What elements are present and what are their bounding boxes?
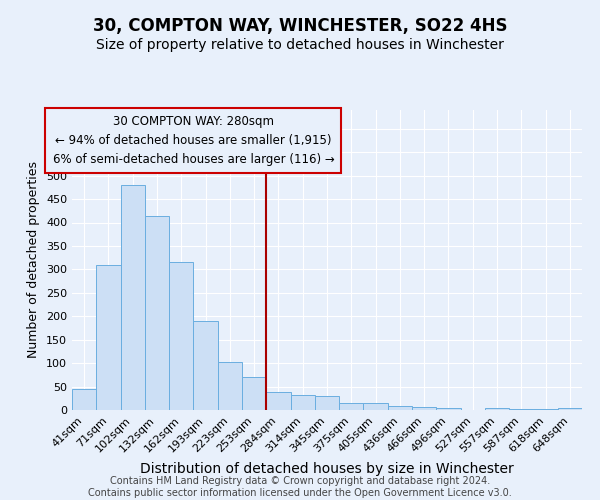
Bar [121, 185, 145, 410]
Bar [242, 377, 266, 410]
Bar [218, 362, 242, 410]
Bar [169, 262, 193, 410]
Bar [558, 408, 582, 410]
Bar [266, 392, 290, 410]
Bar [193, 321, 218, 410]
Bar [364, 404, 388, 410]
Bar [96, 264, 121, 410]
Bar [388, 406, 412, 410]
Bar [412, 407, 436, 410]
X-axis label: Distribution of detached houses by size in Winchester: Distribution of detached houses by size … [140, 462, 514, 476]
Bar [315, 396, 339, 410]
Text: 30 COMPTON WAY: 280sqm
← 94% of detached houses are smaller (1,915)
6% of semi-d: 30 COMPTON WAY: 280sqm ← 94% of detached… [53, 115, 334, 166]
Bar [339, 404, 364, 410]
Bar [509, 408, 533, 410]
Y-axis label: Number of detached properties: Number of detached properties [28, 162, 40, 358]
Text: Size of property relative to detached houses in Winchester: Size of property relative to detached ho… [96, 38, 504, 52]
Bar [485, 408, 509, 410]
Bar [290, 395, 315, 410]
Bar [145, 216, 169, 410]
Bar [436, 408, 461, 410]
Bar [72, 389, 96, 410]
Text: 30, COMPTON WAY, WINCHESTER, SO22 4HS: 30, COMPTON WAY, WINCHESTER, SO22 4HS [93, 18, 507, 36]
Bar [533, 408, 558, 410]
Text: Contains HM Land Registry data © Crown copyright and database right 2024.
Contai: Contains HM Land Registry data © Crown c… [88, 476, 512, 498]
